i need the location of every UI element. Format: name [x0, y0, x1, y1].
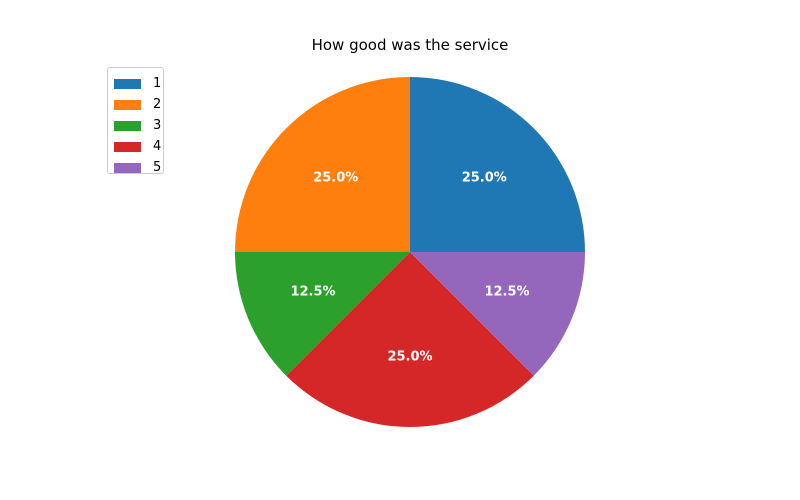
pie-slice-5 [410, 252, 585, 376]
legend-item-2: 2 [114, 94, 163, 115]
slice-label-1: 25.0% [462, 170, 507, 185]
legend-swatch [114, 141, 141, 152]
legend-item-4: 4 [114, 136, 163, 157]
legend-swatch [114, 78, 141, 89]
slice-label-2: 25.0% [313, 170, 358, 185]
slice-label-4: 25.0% [387, 350, 432, 365]
slice-label-5: 12.5% [484, 285, 529, 300]
legend-item-3: 3 [114, 115, 163, 136]
legend-swatch [114, 120, 141, 131]
pie-slice-1 [410, 77, 585, 252]
legend: 1 2 3 4 5 [107, 67, 164, 175]
pie-slice-4 [286, 252, 534, 427]
legend-label: 4 [153, 139, 162, 154]
legend-label: 2 [153, 97, 162, 112]
legend-label: 3 [153, 118, 162, 133]
legend-label: 5 [153, 160, 162, 175]
slice-label-3: 12.5% [290, 285, 335, 300]
pie-slice-3 [235, 252, 410, 376]
pie-slice-2 [235, 77, 410, 252]
legend-item-1: 1 [114, 73, 163, 94]
legend-label: 1 [153, 76, 162, 91]
legend-swatch [114, 99, 141, 110]
chart-title: How good was the service [311, 36, 509, 54]
legend-swatch [114, 162, 141, 173]
legend-item-5: 5 [114, 157, 163, 178]
